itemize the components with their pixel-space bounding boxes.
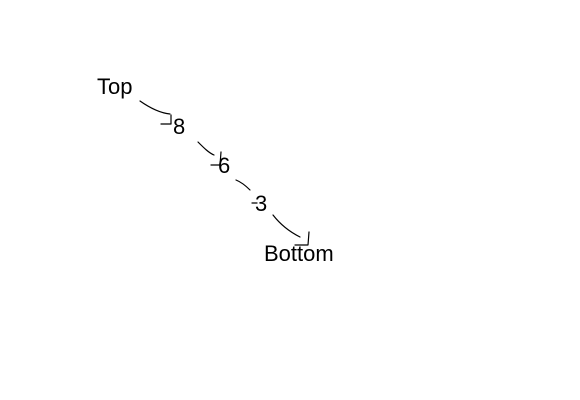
connectors bbox=[139, 100, 310, 246]
node-6: 6 bbox=[218, 153, 230, 178]
connector-8-to-6 bbox=[197, 141, 215, 156]
node-top: Top bbox=[97, 74, 132, 99]
connector-top-to-8-tick bbox=[160, 114, 172, 125]
nodes: Top 8 6 3 Bottom bbox=[97, 74, 334, 266]
connector-6-to-3 bbox=[235, 179, 251, 191]
connector-3-to-bottom bbox=[272, 214, 301, 238]
node-8: 8 bbox=[173, 114, 185, 139]
connector-8-to-6-tick bbox=[210, 151, 222, 166]
node-3: 3 bbox=[255, 191, 267, 216]
connector-top-to-8 bbox=[139, 100, 171, 115]
node-bottom: Bottom bbox=[264, 241, 334, 266]
connector-3-to-bottom-tick bbox=[294, 231, 310, 246]
